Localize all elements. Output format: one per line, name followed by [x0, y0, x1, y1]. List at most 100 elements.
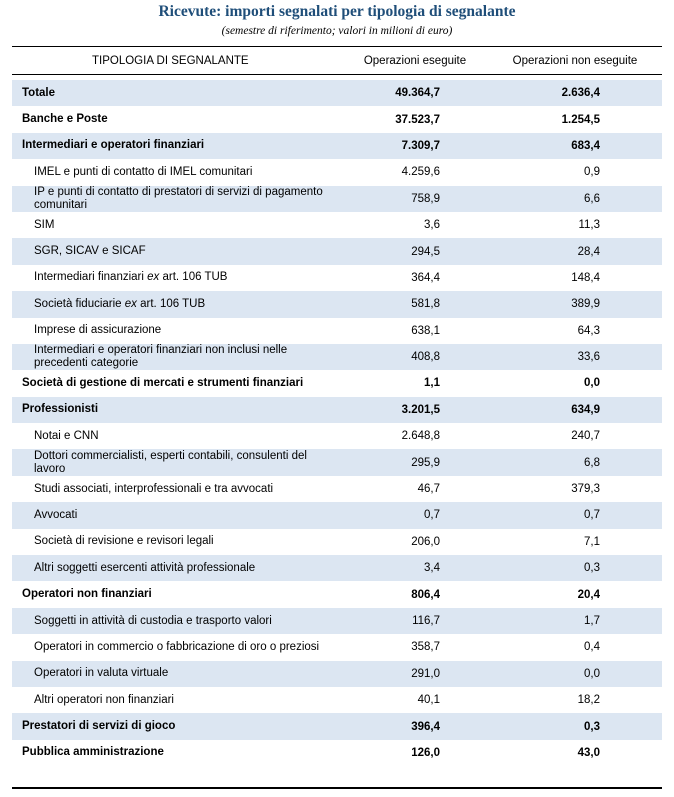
table-row: SIM 3,6 11,3 [12, 212, 662, 238]
value-operazioni-eseguite: 581,8 [411, 298, 440, 311]
category-row: Professionisti 3.201,5 634,9 [12, 396, 662, 424]
table-row: IP e punti di contatto di prestatori di … [12, 185, 662, 212]
value-operazioni-non-eseguite: 148,4 [571, 271, 600, 284]
table-row: Dottori commercialisti, esperti contabil… [12, 449, 662, 476]
value-operazioni-non-eseguite: 0,9 [584, 166, 600, 179]
value-operazioni-eseguite: 116,7 [412, 615, 440, 627]
row-label: Dottori commercialisti, esperti contabil… [34, 449, 307, 475]
table-row: Imprese di assicurazione 638,1 64,3 [12, 318, 662, 344]
value-operazioni-non-eseguite: 43,0 [577, 746, 600, 759]
table-row: SGR, SICAV e SICAF 294,5 28,4 [12, 238, 662, 265]
table-row: Studi associati, interprofessionali e tr… [12, 476, 662, 502]
top-rule [12, 46, 662, 47]
value-operazioni-eseguite: 358,7 [411, 641, 440, 654]
row-label: Intermediari finanziari ex art. 106 TUB [34, 271, 228, 284]
row-label: Società fiduciarie ex art. 106 TUB [34, 297, 206, 310]
value-operazioni-non-eseguite: 0,4 [584, 641, 600, 654]
table-row: Altri operatori non finanziari 40,1 18,2 [12, 687, 662, 713]
row-label: Avvocati [34, 508, 78, 521]
category-row: Banche e Poste 37.523,7 1.254,5 [12, 106, 662, 132]
value-operazioni-eseguite: 295,9 [411, 456, 440, 469]
value-operazioni-non-eseguite: 240,7 [571, 430, 600, 443]
row-label: Notai e CNN [34, 429, 99, 442]
row-label: IP e punti di contatto di prestatori di … [34, 185, 323, 211]
row-label: Banche e Poste [22, 113, 108, 126]
table-row: Società di revisione e revisori legali 20… [12, 529, 662, 555]
table-title: Ricevute: importi segnalati per tipologi… [158, 3, 516, 20]
row-label: IMEL e punti di contatto di IMEL comunit… [34, 165, 253, 178]
row-label: Studi associati, interprofessionali e tr… [34, 482, 274, 495]
value-operazioni-non-eseguite: 0,3 [584, 720, 600, 733]
table-row: Operatori in commercio o fabbricazione d… [12, 634, 662, 660]
value-operazioni-eseguite: 2.648,8 [401, 430, 440, 443]
value-operazioni-eseguite: 3,4 [424, 562, 440, 575]
table-row: Altri soggetti esercenti attività profes… [12, 555, 662, 582]
row-label: Operatori in commercio o fabbricazione d… [34, 640, 320, 653]
value-operazioni-eseguite: 37.523,7 [395, 113, 440, 126]
value-operazioni-non-eseguite: 634,9 [571, 403, 600, 416]
row-label: Altri soggetti esercenti attività profes… [34, 561, 256, 574]
data-table: Totale 49.364,7 2.636,4 Banche e Poste 37.52… [12, 80, 662, 766]
category-row: Prestatori di servizi di gioco 396,4 0,3 [12, 713, 662, 740]
value-operazioni-non-eseguite: 6,6 [584, 192, 600, 205]
row-label: Totale [22, 86, 56, 99]
row-label: Professionisti [22, 403, 99, 416]
value-operazioni-eseguite: 3.201,5 [401, 403, 440, 416]
category-row: Totale 49.364,7 2.636,4 [12, 80, 662, 107]
value-operazioni-eseguite: 49.364,7 [395, 87, 440, 100]
value-operazioni-non-eseguite: 0,3 [584, 562, 600, 575]
table-row: Notai e CNN 2.648,8 240,7 [12, 423, 662, 449]
value-operazioni-eseguite: 806,4 [411, 588, 440, 601]
value-operazioni-eseguite: 126,0 [411, 746, 440, 759]
value-operazioni-eseguite: 40,1 [417, 694, 440, 707]
value-operazioni-non-eseguite: 20,4 [577, 588, 600, 601]
value-operazioni-non-eseguite: 379,3 [571, 483, 600, 496]
category-row: Intermediari e operatori finanziari 7.309… [12, 132, 662, 160]
header-operazioni-eseguite: Operazioni eseguite [363, 55, 467, 67]
row-label: Operatori in valuta virtuale [34, 667, 169, 680]
value-operazioni-non-eseguite: 0,7 [584, 509, 600, 522]
value-operazioni-eseguite: 4.259,6 [401, 166, 440, 179]
row-label: Operatori non finanziari [22, 588, 152, 601]
row-label: Prestatori di servizi di gioco [22, 720, 176, 733]
row-label: Società di revisione e revisori legali [34, 535, 214, 548]
value-operazioni-non-eseguite: 2.636,4 [561, 87, 600, 100]
value-operazioni-non-eseguite: 1,7 [584, 615, 600, 627]
value-operazioni-eseguite: 294,5 [411, 245, 440, 258]
header-tipologia: TIPOLOGIA DI SEGNALANTE [92, 55, 249, 67]
row-label: Imprese di assicurazione [34, 324, 162, 337]
value-operazioni-eseguite: 0,7 [424, 509, 440, 522]
header-operazioni-non-eseguite: Operazioni non eseguite [512, 55, 638, 67]
value-operazioni-eseguite: 364,4 [411, 271, 440, 284]
table-row: Operatori in valuta virtuale 291,0 0,0 [12, 660, 662, 687]
table-row: Soggetti in attività di custodia e trasp… [12, 607, 662, 635]
row-label: Società di gestione di mercati e strumen… [22, 376, 304, 389]
value-operazioni-eseguite: 46,7 [417, 483, 440, 496]
value-operazioni-non-eseguite: 7,1 [584, 535, 600, 548]
value-operazioni-non-eseguite: 683,4 [571, 139, 600, 152]
value-operazioni-eseguite: 7.309,7 [401, 139, 440, 152]
value-operazioni-non-eseguite: 18,2 [577, 694, 600, 707]
value-operazioni-eseguite: 758,9 [411, 192, 440, 205]
value-operazioni-eseguite: 396,4 [411, 720, 440, 733]
value-operazioni-non-eseguite: 0,0 [584, 377, 600, 390]
value-operazioni-non-eseguite: 1.254,5 [561, 113, 600, 126]
value-operazioni-non-eseguite: 11,3 [578, 219, 600, 232]
value-operazioni-non-eseguite: 389,9 [571, 298, 600, 311]
value-operazioni-non-eseguite: 33,6 [577, 351, 600, 364]
row-label: Pubblica amministrazione [22, 746, 164, 759]
row-label: Intermediari e operatori finanziari [22, 139, 205, 152]
table-row: Intermediari finanziari ex art. 106 TUB 3… [12, 265, 662, 291]
value-operazioni-eseguite: 408,8 [411, 351, 440, 364]
value-operazioni-eseguite: 1,1 [424, 377, 440, 390]
table-row: IMEL e punti di contatto di IMEL comunit… [12, 159, 662, 185]
table-row: Avvocati 0,7 0,7 [12, 502, 662, 529]
value-operazioni-eseguite: 638,1 [411, 324, 440, 337]
value-operazioni-eseguite: 291,0 [411, 667, 440, 680]
value-operazioni-non-eseguite: 0,0 [584, 667, 600, 680]
value-operazioni-eseguite: 3,6 [424, 219, 440, 232]
table-row: Società fiduciarie ex art. 106 TUB 581,8 3… [12, 291, 662, 318]
category-row: Operatori non finanziari 806,4 20,4 [12, 581, 662, 607]
table-row: Intermediari e operatori finanziari non … [12, 343, 662, 371]
